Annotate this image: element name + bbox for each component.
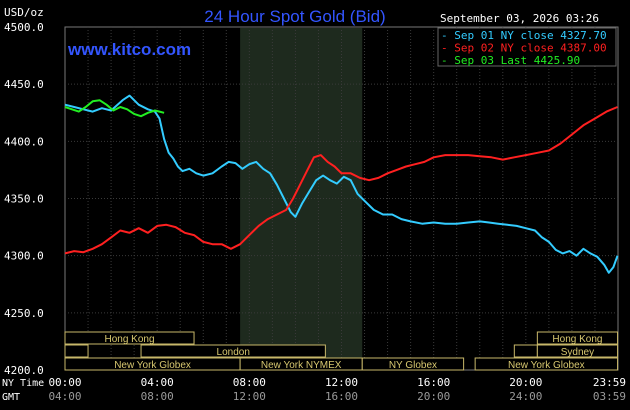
- timestamp: September 03, 2026 03:26: [440, 12, 599, 25]
- x-tick-label: 16:00: [325, 390, 358, 403]
- x-tick-label: 20:00: [509, 376, 542, 389]
- y-tick-label: 4250.0: [4, 307, 44, 320]
- time-row-label: GMT: [2, 392, 20, 403]
- legend-entry: - Sep 03 Last 4425.90: [441, 54, 580, 67]
- legend-box: [437, 27, 617, 67]
- legend: - Sep 01 NY close 4327.70- Sep 02 NY clo…: [437, 27, 617, 67]
- session-label: London: [217, 347, 250, 358]
- x-tick-label: 12:00: [233, 390, 266, 403]
- session-bar: [513, 344, 538, 358]
- session-bar: [64, 331, 195, 345]
- y-tick-label: 4300.0: [4, 250, 44, 263]
- x-tick-label: 03:59: [593, 390, 626, 403]
- x-tick-label: 20:00: [417, 390, 450, 403]
- x-tick-label: 08:00: [141, 390, 174, 403]
- x-tick-label: 24:00: [509, 390, 542, 403]
- price-series: [64, 94, 619, 274]
- session-label: Hong Kong: [552, 334, 602, 345]
- series-line: [64, 94, 619, 274]
- legend-entry: - Sep 02 NY close 4387.00: [441, 42, 607, 55]
- x-tick-label: 16:00: [417, 376, 450, 389]
- nymex-session-shade: [240, 28, 363, 369]
- legend-entry: - Sep 01 NY close 4327.70: [441, 29, 607, 42]
- chart-title: 24 Hour Spot Gold (Bid): [204, 7, 385, 26]
- session-label: Sydney: [561, 347, 594, 358]
- x-axis-time-labels: NY Time 00:00 04:00 08:00 12:00 16:00 20:00 23:…: [2, 376, 626, 403]
- y-tick-label: 4450.0: [4, 78, 44, 91]
- session-bar: [361, 357, 465, 371]
- session-bar: [474, 357, 619, 371]
- series-line: [64, 99, 165, 118]
- x-tick-label: 04:00: [141, 376, 174, 389]
- session-label: New York Globex: [114, 360, 191, 371]
- session-bar: [140, 344, 326, 358]
- session-bar: [64, 344, 89, 358]
- session-bar: [536, 344, 619, 358]
- y-tick-label: 4400.0: [4, 135, 44, 148]
- x-tick-label: 04:00: [48, 390, 81, 403]
- y-tick-label: 4500.0: [4, 21, 44, 34]
- x-tick-label: 23:59: [593, 376, 626, 389]
- x-tick-label: 00:00: [48, 376, 81, 389]
- session-label: Hong Kong: [104, 334, 154, 345]
- series-line: [64, 106, 618, 255]
- session-label: NY Globex: [389, 360, 437, 371]
- unit-label: USD/oz: [4, 6, 44, 19]
- x-tick-label: 12:00: [325, 376, 358, 389]
- time-row-label: NY Time: [2, 378, 44, 389]
- watermark-url: www.kitco.com: [67, 40, 191, 59]
- grid: [65, 27, 618, 370]
- x-tick-label: 08:00: [233, 376, 266, 389]
- y-axis-tick-labels: 4500.0 4450.0 4400.0 4350.0 4300.0 4250.0 4200…: [4, 21, 44, 377]
- session-label: New York NYMEX: [261, 360, 342, 371]
- session-label: New York Globex: [508, 360, 585, 371]
- session-bar: [536, 331, 619, 345]
- y-tick-label: 4200.0: [4, 364, 44, 377]
- y-tick-label: 4350.0: [4, 193, 44, 206]
